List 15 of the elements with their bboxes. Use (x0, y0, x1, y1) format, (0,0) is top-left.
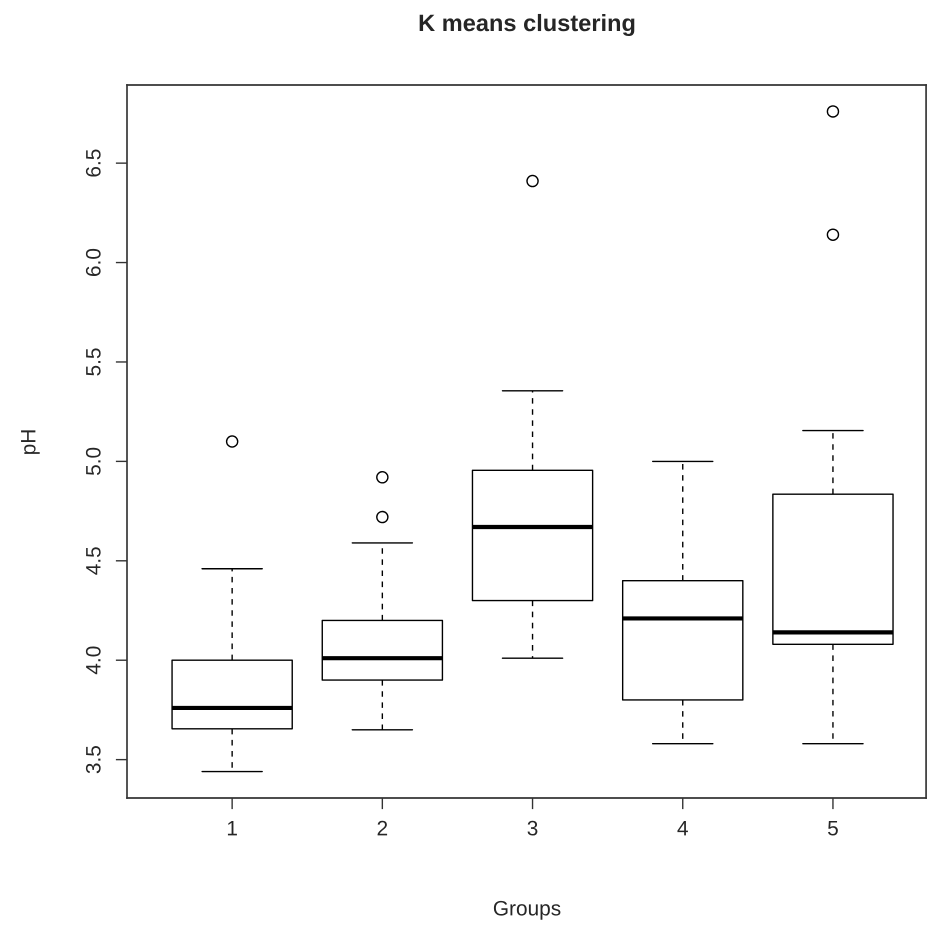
y-axis-title: pH (21, 430, 40, 454)
y-tick-label: 4.5 (86, 547, 101, 575)
y-tick-label: 4.0 (86, 646, 101, 674)
x-tick-label: 2 (378, 820, 388, 836)
x-tick-label: 1 (228, 820, 237, 836)
x-tick-label: 5 (828, 820, 838, 836)
chart-title: K means clustering (420, 14, 634, 36)
x-tick-label: 4 (677, 820, 688, 836)
y-tick-label: 3.5 (86, 746, 101, 774)
y-tick-label: 5.0 (86, 448, 101, 476)
y-tick-label: 5.5 (86, 348, 101, 376)
y-tick-label: 6.5 (86, 150, 101, 177)
y-tick-label: 6.0 (86, 248, 101, 276)
x-tick-label: 3 (528, 820, 538, 836)
x-axis-title: Groups (494, 900, 560, 920)
